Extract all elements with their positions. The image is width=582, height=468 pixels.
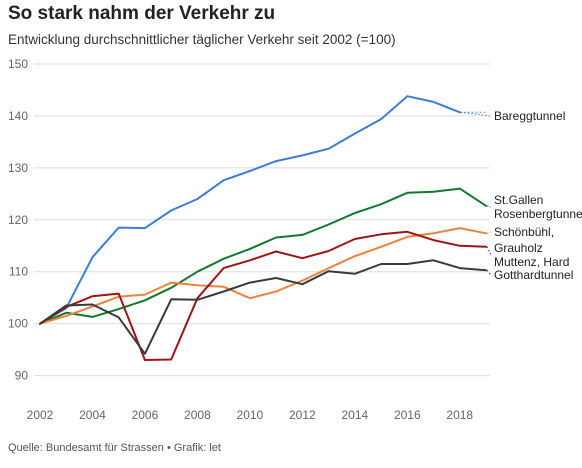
x-tick-label: 2006 [132, 408, 159, 422]
y-tick-label: 110 [9, 265, 28, 279]
y-tick-label: 150 [8, 57, 28, 71]
series-line-bareggtunnel [39, 95, 461, 325]
label-leader-bareggtunnel [460, 111, 492, 117]
x-tick-label: 2008 [184, 408, 211, 422]
x-tick-label: 2010 [237, 408, 264, 422]
y-tick-label: 120 [8, 213, 28, 227]
x-tick-label: 2018 [446, 408, 473, 422]
axis-tick-labels: 90 100 110 120 130 140 150 2002 2004 2006 2008 2010… [8, 57, 473, 422]
y-tick-label: 100 [8, 317, 28, 331]
x-tick-label: 2016 [394, 408, 421, 422]
gridlines [34, 63, 490, 377]
x-tick-label: 2012 [289, 408, 316, 422]
series-line-grauholz-muttenz-hard [39, 230, 487, 361]
series-label-bareggtunnel: Bareggtunnel [494, 109, 565, 123]
series-label-gotthardtunnel: Gotthardtunnel [494, 268, 573, 282]
x-tick-label: 2014 [341, 408, 368, 422]
series-label-st-gallen-rosenbergtunnel: St.Gallen Rosenbergtunnel [494, 193, 582, 221]
chart-subtitle: Entwicklung durchschnittlicher täglicher… [8, 32, 396, 47]
label-leader-gotthardtunnel [486, 269, 492, 276]
series-labels: Bareggtunnel St.Gallen Rosenbergtunnel Schö… [460, 109, 582, 282]
source-note: Quelle: Bundesamt für Strassen • Grafik:… [8, 442, 221, 454]
y-tick-label: 90 [15, 369, 29, 383]
series-lines [39, 95, 487, 361]
y-tick-label: 140 [8, 109, 28, 123]
y-tick-label: 130 [8, 161, 28, 175]
label-leader-sch-nb-hl [486, 231, 492, 234]
x-tick-label: 2004 [79, 408, 106, 422]
chart-title: So stark nahm der Verkehr zu [8, 3, 276, 24]
series-line-sch-nb-hl [39, 227, 487, 325]
series-label-grauholz-muttenz-hard: Grauholz Muttenz, Hard [494, 241, 569, 269]
series-line-gotthardtunnel [39, 259, 487, 355]
label-leader-grauholz-muttenz-hard [486, 246, 492, 256]
series-label-sch-nb-hl: Schönbühl, [494, 225, 554, 239]
x-tick-label: 2002 [27, 408, 54, 422]
label-leader-st-gallen-rosenbergtunnel [486, 205, 492, 208]
series-line-st-gallen-rosenbergtunnel [39, 187, 487, 325]
